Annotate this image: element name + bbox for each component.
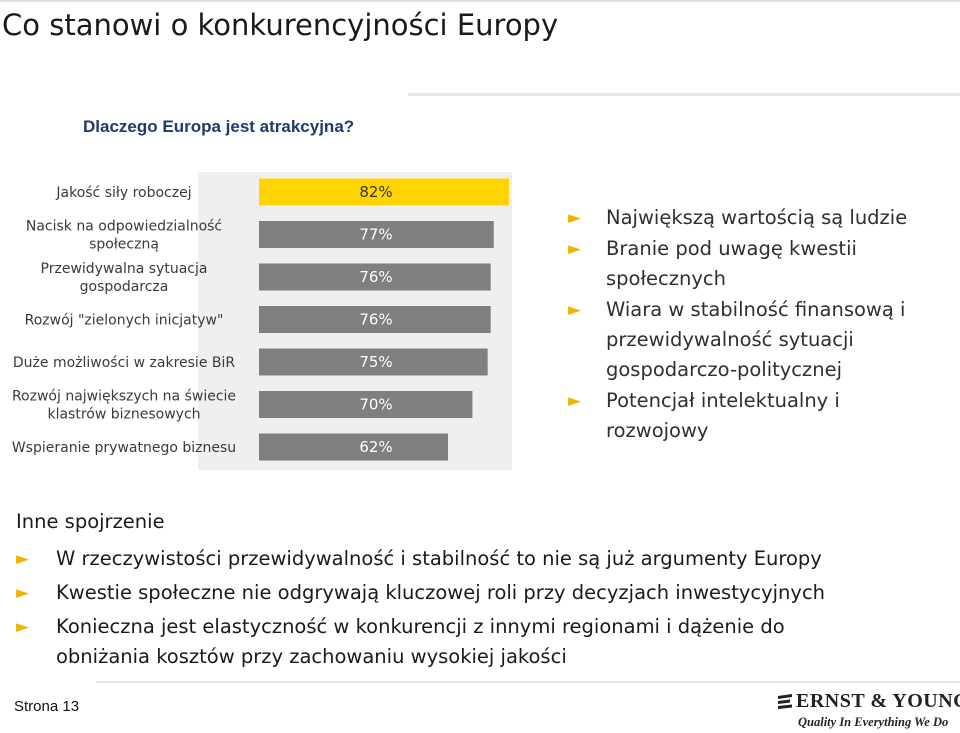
footer-divider xyxy=(96,681,960,683)
bar-value-label: 76% xyxy=(359,311,392,329)
bullet-text-line: gospodarczo-politycznej xyxy=(606,358,843,381)
page-number: Strona 13 xyxy=(14,698,80,715)
bar-5 xyxy=(259,348,488,376)
bullet-text-line: W rzeczywistości przewidywalność i stabi… xyxy=(56,547,822,570)
category-label: Duże możliwości w zakresie BiR xyxy=(13,355,235,371)
bar-chart-svg: 82% Jakość siły roboczej 77% Nacisk na odpo… xyxy=(12,172,512,470)
title-divider xyxy=(408,93,960,96)
right-bullet-2: ► Branie pod uwagę kwestii społecznych xyxy=(568,234,960,294)
category-label: Jakość siły roboczej xyxy=(55,185,191,201)
top-border xyxy=(0,0,960,2)
bullet-arrow-icon: ► xyxy=(16,583,30,603)
bullet-arrow-icon: ► xyxy=(568,300,582,320)
category-label: gospodarcza xyxy=(80,279,169,295)
bullet-arrow-icon: ► xyxy=(16,617,30,637)
bullet-text-line: Potencjał intelektualny i xyxy=(606,389,840,412)
other-view-heading: Inne spojrzenie xyxy=(16,510,165,533)
category-label: klastrów biznesowych xyxy=(47,407,200,423)
bullet-text-line: Największą wartością są ludzie xyxy=(606,206,908,229)
bar-7 xyxy=(259,433,449,461)
bullet-text-line: społecznych xyxy=(606,267,726,290)
right-bullet-list: ► Największą wartością są ludzie ► Branie p… xyxy=(568,203,960,446)
bullet-text-line: Branie pod uwagę kwestii xyxy=(606,237,857,260)
bar-3 xyxy=(259,263,491,291)
category-label: społeczną xyxy=(89,237,159,253)
bullet-text-line: Konieczna jest elastyczność w konkurencj… xyxy=(56,615,785,638)
bullet-arrow-icon: ► xyxy=(16,549,30,569)
category-label: Nacisk na odpowiedzialność xyxy=(26,219,222,235)
category-label: Rozwój największych na świecie xyxy=(12,389,236,405)
bullet-text-line: rozwojowy xyxy=(606,419,709,442)
bar-value-label: 77% xyxy=(359,226,392,244)
ernst-young-logo: ERNST & YOUNG Quality In Everything We D… xyxy=(776,690,960,732)
bar-6 xyxy=(259,391,473,418)
page-title: Co stanowi o konkurencyjności Europy xyxy=(2,8,559,42)
bar-2 xyxy=(259,221,494,248)
bullet-arrow-icon: ► xyxy=(568,391,582,411)
category-label: Rozwój "zielonych inicjatyw" xyxy=(25,313,224,329)
bar-4 xyxy=(259,306,491,333)
bullet-text-line: Kwestie społeczne nie odgrywają kluczowe… xyxy=(56,581,826,604)
logo-name: ERNST & YOUNG xyxy=(796,690,960,712)
category-label: Wspieranie prywatnego biznesu xyxy=(12,440,236,456)
right-bullet-3: ► Wiara w stabilność finansową i przewidyw… xyxy=(568,295,960,385)
bullet-text-line: przewidywalność sytuacji xyxy=(606,328,854,351)
chart-subtitle: Dlaczego Europa jest atrakcyjna? xyxy=(83,117,355,136)
ernst-young-logo-icon xyxy=(778,694,792,709)
bottom-bullet-list: ► W rzeczywistości przewidywalność i stab… xyxy=(16,544,960,672)
right-bullet-1: ► Największą wartością są ludzie xyxy=(568,203,960,233)
bottom-bullet-2: ► Kwestie społeczne nie odgrywają kluczow… xyxy=(16,578,960,608)
bar-value-label: 62% xyxy=(359,438,392,456)
bar-chart: 82% Jakość siły roboczej 77% Nacisk na odpo… xyxy=(0,165,515,470)
bar-value-label: 70% xyxy=(359,396,392,414)
bullet-arrow-icon: ► xyxy=(568,208,582,228)
bullet-text-line: obniżania kosztów przy zachowaniu wysoki… xyxy=(56,645,567,668)
bullet-arrow-icon: ► xyxy=(568,239,582,259)
bar-value-label: 76% xyxy=(359,268,392,286)
bar-value-label: 75% xyxy=(359,353,392,371)
category-label: Przewidywalna sytuacja xyxy=(41,261,208,277)
right-bullet-4: ► Potencjał intelektualny i rozwojowy xyxy=(568,386,960,446)
bottom-bullet-3: ► Konieczna jest elastyczność w konkurenc… xyxy=(16,612,960,672)
logo-tagline: Quality In Everything We Do xyxy=(798,715,949,729)
bullet-text-line: Wiara w stabilność finansową i xyxy=(606,298,906,321)
bar-1 xyxy=(259,178,509,206)
bar-value-label: 82% xyxy=(359,183,392,201)
bottom-bullet-1: ► W rzeczywistości przewidywalność i stab… xyxy=(16,544,960,574)
